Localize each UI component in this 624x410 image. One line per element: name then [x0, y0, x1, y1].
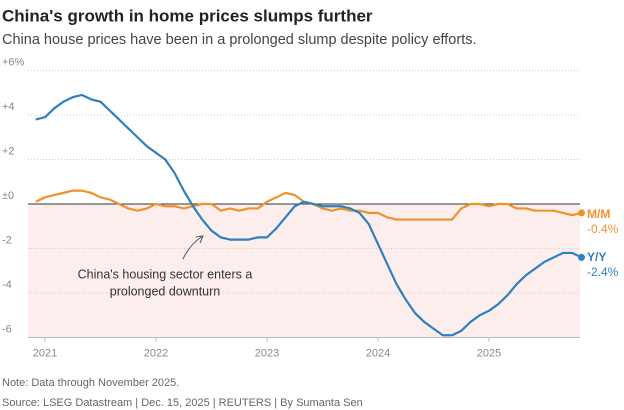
x-tick-label: 2022	[144, 347, 168, 359]
plot-area: +6% +4 +2 ±0 -2 -4 -6 2021 2022 2023 2024 2025	[2, 56, 585, 359]
end-marker	[578, 209, 585, 217]
x-tick-label: 2025	[477, 347, 501, 359]
y-tick-label: -4	[2, 279, 12, 291]
x-tick-label: 2024	[366, 347, 390, 359]
y-tick-label: ±0	[2, 190, 14, 202]
y-tick-label: +2	[2, 145, 15, 157]
annotation: China's housing sector enters a	[78, 267, 253, 281]
y-tick-label: -2	[2, 234, 12, 246]
note: Note: Data through November 2025.	[2, 377, 179, 389]
value-label: -0.4%	[587, 222, 619, 236]
legend-label: Y/Y	[587, 250, 606, 264]
y-tick-label: +6%	[2, 56, 25, 68]
legend-label: M/M	[587, 207, 610, 221]
chart-title: China's growth in home prices slumps fur…	[2, 6, 373, 25]
y-tick-label: +4	[2, 101, 15, 113]
source: Source: LSEG Datastream | Dec. 15, 2025 …	[2, 397, 363, 409]
x-tick-label: 2023	[255, 347, 279, 359]
y-tick-label: -6	[2, 323, 12, 335]
x-tick-label: 2021	[33, 347, 57, 359]
negative-zone	[28, 204, 580, 338]
value-label: -2.4%	[587, 265, 619, 279]
end-marker	[578, 253, 585, 261]
annotation-arrow	[182, 235, 204, 260]
annotation: prolonged downturn	[110, 284, 221, 298]
line	[35, 93, 582, 337]
chart-subtitle: China house prices have been in a prolon…	[2, 32, 477, 48]
